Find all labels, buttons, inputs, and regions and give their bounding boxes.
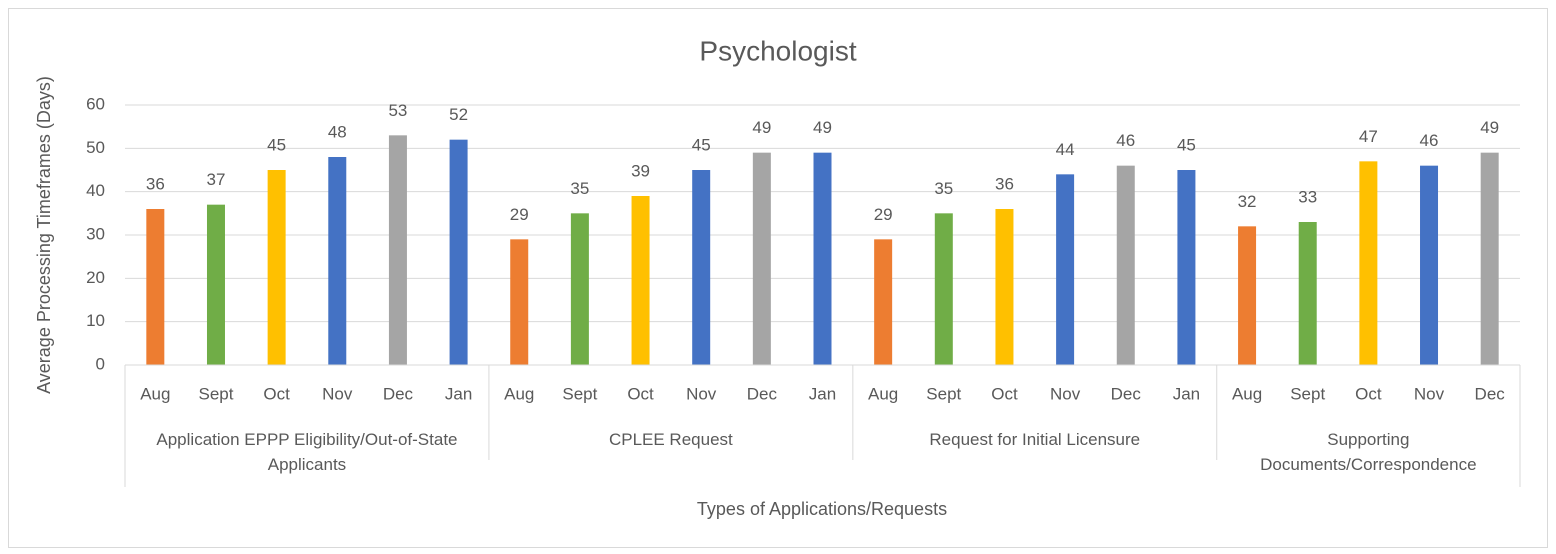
data-label: 47 bbox=[1359, 127, 1378, 146]
group-label: CPLEE Request bbox=[608, 430, 733, 449]
data-label: 48 bbox=[328, 122, 347, 141]
data-label: 37 bbox=[207, 170, 226, 189]
y-tick-label: 30 bbox=[86, 224, 105, 243]
group-label-box: CPLEE Request bbox=[608, 430, 733, 449]
bar bbox=[1056, 174, 1075, 365]
x-tick-label: Sept bbox=[198, 384, 233, 403]
x-axis-label: Types of Applications/Requests bbox=[697, 499, 947, 519]
data-label: 36 bbox=[995, 174, 1014, 193]
x-tick-label: Nov bbox=[322, 384, 353, 403]
bar bbox=[631, 196, 650, 365]
data-label: 49 bbox=[813, 118, 832, 137]
group-label-box: Supporting Documents/Correspondence bbox=[1260, 430, 1477, 474]
x-tick-label: Nov bbox=[1414, 384, 1445, 403]
x-tick-label: Sept bbox=[562, 384, 597, 403]
data-label: 44 bbox=[1056, 140, 1075, 159]
bar bbox=[874, 239, 893, 365]
x-tick-label: Aug bbox=[504, 384, 534, 403]
data-label: 36 bbox=[146, 174, 165, 193]
x-tick-label: Dec bbox=[1111, 384, 1142, 403]
y-tick-label: 20 bbox=[86, 268, 105, 287]
bar bbox=[813, 152, 832, 365]
bar bbox=[752, 152, 771, 365]
x-tick-label: Aug bbox=[1232, 384, 1262, 403]
bar bbox=[206, 204, 225, 365]
y-tick-label: 40 bbox=[86, 181, 105, 200]
data-label: 49 bbox=[752, 118, 771, 137]
bar bbox=[1177, 170, 1196, 365]
x-tick-label: Sept bbox=[1290, 384, 1325, 403]
x-tick-label: Sept bbox=[926, 384, 961, 403]
group-label: Supporting Documents/Correspondence bbox=[1260, 430, 1477, 474]
bar bbox=[1359, 161, 1378, 365]
data-label: 53 bbox=[388, 101, 407, 120]
data-label: 29 bbox=[874, 205, 893, 224]
x-tick-label: Jan bbox=[1173, 384, 1200, 403]
x-tick-label: Dec bbox=[383, 384, 414, 403]
data-label: 45 bbox=[1177, 135, 1196, 154]
bar bbox=[328, 157, 347, 365]
data-label: 32 bbox=[1238, 192, 1257, 211]
bar bbox=[146, 209, 165, 365]
x-tick-label: Nov bbox=[1050, 384, 1081, 403]
x-tick-label: Aug bbox=[868, 384, 898, 403]
bar bbox=[449, 139, 468, 365]
data-label: 33 bbox=[1298, 187, 1317, 206]
bar bbox=[510, 239, 529, 365]
group-label: Request for Initial Licensure bbox=[929, 430, 1141, 449]
data-label: 46 bbox=[1420, 131, 1439, 150]
bar bbox=[1116, 165, 1135, 365]
x-tick-label: Nov bbox=[686, 384, 717, 403]
x-tick-label: Oct bbox=[263, 384, 290, 403]
x-tick-label: Oct bbox=[991, 384, 1018, 403]
data-label: 45 bbox=[692, 135, 711, 154]
chart-title: Psychologist bbox=[699, 35, 856, 66]
bar bbox=[1238, 226, 1257, 365]
bar bbox=[692, 170, 711, 365]
group-label: Application EPPP Eligibility/Out-of-Stat… bbox=[156, 430, 458, 474]
y-tick-label: 0 bbox=[96, 354, 105, 373]
x-tick-label: Dec bbox=[747, 384, 778, 403]
bar bbox=[267, 170, 286, 365]
bar bbox=[995, 209, 1014, 365]
data-label: 29 bbox=[510, 205, 529, 224]
data-label: 49 bbox=[1480, 118, 1499, 137]
data-label: 46 bbox=[1116, 131, 1135, 150]
y-tick-label: 10 bbox=[86, 311, 105, 330]
bar bbox=[388, 135, 407, 365]
x-tick-label: Jan bbox=[445, 384, 472, 403]
x-tick-label: Oct bbox=[1355, 384, 1382, 403]
bar bbox=[1480, 152, 1499, 365]
x-tick-label: Dec bbox=[1475, 384, 1506, 403]
x-tick-label: Jan bbox=[809, 384, 836, 403]
data-label: 45 bbox=[267, 135, 286, 154]
bar bbox=[1298, 222, 1317, 365]
x-tick-label: Aug bbox=[140, 384, 170, 403]
x-tick-label: Oct bbox=[627, 384, 654, 403]
data-label: 35 bbox=[570, 179, 589, 198]
y-tick-label: 50 bbox=[86, 138, 105, 157]
data-label: 39 bbox=[631, 161, 650, 180]
y-tick-label: 60 bbox=[86, 94, 105, 113]
data-label: 52 bbox=[449, 105, 468, 124]
bar bbox=[570, 213, 589, 365]
data-label: 35 bbox=[934, 179, 953, 198]
group-label-box: Request for Initial Licensure bbox=[929, 430, 1141, 449]
bar bbox=[1420, 165, 1439, 365]
bar bbox=[934, 213, 953, 365]
y-axis-label: Average Processing Timeframes (Days) bbox=[34, 76, 54, 394]
group-label-box: Application EPPP Eligibility/Out-of-Stat… bbox=[156, 430, 458, 474]
